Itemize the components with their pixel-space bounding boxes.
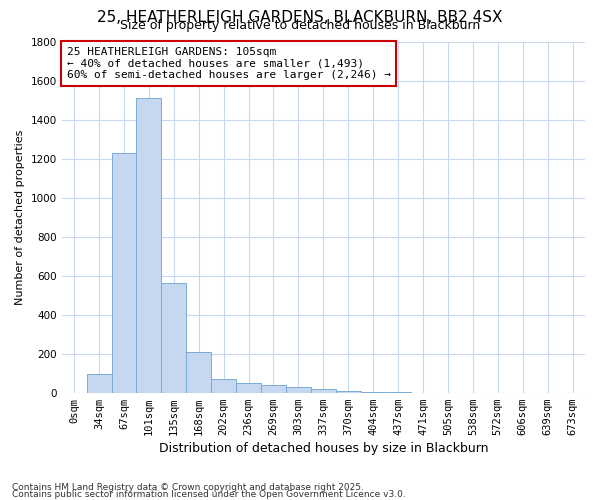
Bar <box>186 352 211 393</box>
Text: Contains public sector information licensed under the Open Government Licence v3: Contains public sector information licen… <box>12 490 406 499</box>
Text: 25, HEATHERLEIGH GARDENS, BLACKBURN, BB2 4SX: 25, HEATHERLEIGH GARDENS, BLACKBURN, BB2… <box>97 10 503 25</box>
Bar <box>211 380 236 392</box>
Bar <box>236 383 261 392</box>
X-axis label: Distribution of detached houses by size in Blackburn: Distribution of detached houses by size … <box>158 442 488 455</box>
Bar <box>161 284 186 393</box>
Text: Contains HM Land Registry data © Crown copyright and database right 2025.: Contains HM Land Registry data © Crown c… <box>12 484 364 492</box>
Bar <box>286 387 311 392</box>
Bar <box>261 385 286 392</box>
Bar <box>86 374 112 392</box>
Bar <box>136 98 161 392</box>
Text: 25 HEATHERLEIGH GARDENS: 105sqm
← 40% of detached houses are smaller (1,493)
60%: 25 HEATHERLEIGH GARDENS: 105sqm ← 40% of… <box>67 47 391 80</box>
Bar <box>112 152 136 392</box>
Text: Size of property relative to detached houses in Blackburn: Size of property relative to detached ho… <box>120 18 480 32</box>
Bar <box>336 391 361 392</box>
Bar <box>311 389 336 392</box>
Y-axis label: Number of detached properties: Number of detached properties <box>15 130 25 305</box>
